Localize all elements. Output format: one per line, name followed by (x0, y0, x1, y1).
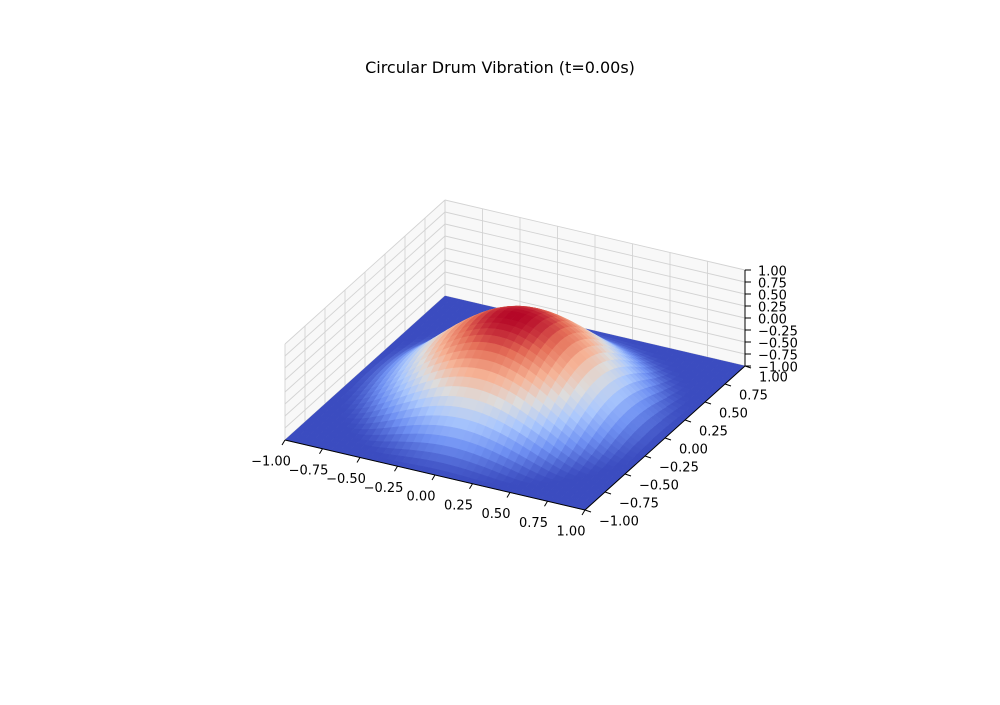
x-tick-label: 0.25 (444, 498, 473, 513)
chart-title: Circular Drum Vibration (t=0.00s) (0, 58, 1000, 77)
y-tick-label: −1.00 (599, 515, 639, 530)
x-tick-label: −0.50 (326, 472, 366, 487)
y-tick-label: −0.75 (619, 497, 659, 512)
y-tick (625, 474, 631, 476)
x-tick-label: 1.00 (557, 525, 586, 540)
x-tick-label: 0.75 (519, 516, 548, 531)
x-tick (282, 440, 285, 445)
y-tick-label: 0.75 (739, 389, 768, 404)
x-tick (507, 493, 510, 498)
z-tick-label: 1.00 (758, 265, 787, 280)
x-tick-label: 0.00 (407, 490, 436, 505)
x-tick-label: −0.75 (289, 463, 329, 478)
x-tick-label: −1.00 (251, 455, 291, 470)
y-tick (725, 384, 731, 386)
y-tick-label: 0.25 (699, 425, 728, 440)
x-tick-label: −0.25 (364, 481, 404, 496)
y-tick-label: 0.00 (679, 443, 708, 458)
y-tick (585, 510, 591, 512)
y-tick (665, 438, 671, 440)
y-tick-label: −0.25 (659, 461, 699, 476)
x-tick (432, 475, 435, 480)
x-tick (320, 449, 323, 454)
y-tick (645, 456, 651, 458)
y-tick (705, 402, 711, 404)
x-tick (357, 458, 360, 463)
x-tick (395, 466, 398, 471)
x-tick-label: 0.50 (482, 507, 511, 522)
y-tick (685, 420, 691, 422)
y-tick-label: 0.50 (719, 407, 748, 422)
y-tick (605, 492, 611, 494)
x-tick (582, 510, 585, 515)
x-tick (470, 484, 473, 489)
y-tick-label: −0.50 (639, 479, 679, 494)
x-tick (545, 501, 548, 506)
